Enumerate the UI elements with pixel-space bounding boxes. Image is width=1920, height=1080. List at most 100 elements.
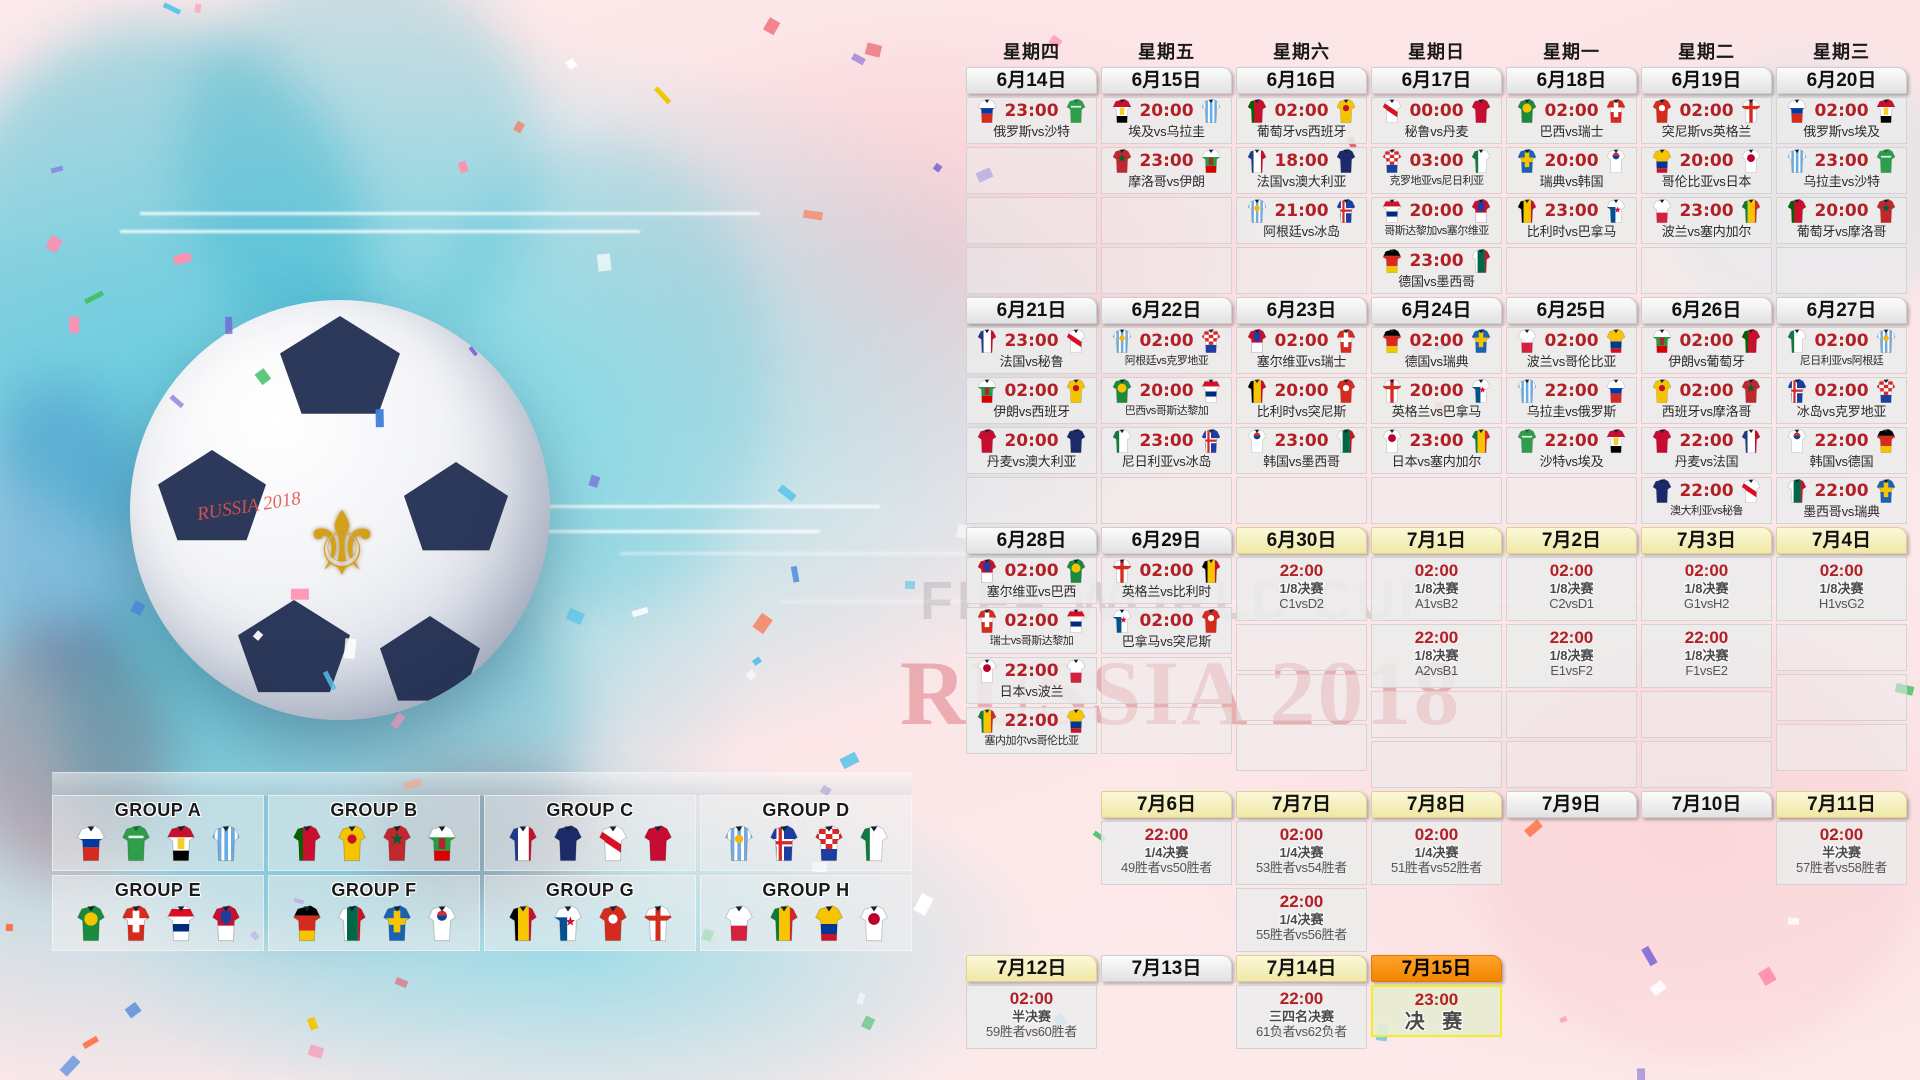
group-match-cell[interactable]: 02:00 伊朗vs西班牙 <box>966 377 1097 424</box>
group-match-cell[interactable]: 02:00 塞尔维亚vs巴西 <box>966 557 1097 604</box>
group-box-a[interactable]: GROUP A <box>52 795 264 871</box>
knockout-match-cell[interactable]: 02:00 1/4决赛 53胜者vs54胜者 <box>1236 821 1367 885</box>
group-match-cell[interactable]: 02:00 尼日利亚vs阿根廷 <box>1776 327 1907 374</box>
group-match-cell[interactable]: 20:00 丹麦vs澳大利亚 <box>966 427 1097 474</box>
date-header[interactable]: 6月24日 <box>1371 297 1502 324</box>
group-match-cell[interactable]: 02:00 俄罗斯vs埃及 <box>1776 97 1907 144</box>
date-header[interactable]: 7月13日 <box>1101 955 1232 982</box>
knockout-match-cell[interactable]: 22:00 1/8决赛 E1vsF2 <box>1506 624 1637 688</box>
date-header[interactable]: 6月30日 <box>1236 527 1367 554</box>
date-header[interactable]: 6月25日 <box>1506 297 1637 324</box>
group-match-cell[interactable]: 23:00 尼日利亚vs冰岛 <box>1101 427 1232 474</box>
date-header[interactable]: 6月14日 <box>966 67 1097 94</box>
knockout-match-cell[interactable]: 02:00 半决赛 59胜者vs60胜者 <box>966 985 1097 1049</box>
group-match-cell[interactable]: 02:00 伊朗vs葡萄牙 <box>1641 327 1772 374</box>
date-header[interactable]: 7月6日 <box>1101 791 1232 818</box>
group-match-cell[interactable]: 02:00 葡萄牙vs西班牙 <box>1236 97 1367 144</box>
group-box-f[interactable]: GROUP F <box>268 875 480 951</box>
group-match-cell[interactable]: 23:00 波兰vs塞内加尔 <box>1641 197 1772 244</box>
group-match-cell[interactable]: 22:00 澳大利亚vs秘鲁 <box>1641 477 1772 524</box>
group-match-cell[interactable]: 02:00 阿根廷vs克罗地亚 <box>1101 327 1232 374</box>
group-match-cell[interactable]: 22:00 沙特vs埃及 <box>1506 427 1637 474</box>
group-match-cell[interactable]: 23:00 摩洛哥vs伊朗 <box>1101 147 1232 194</box>
date-header[interactable]: 6月15日 <box>1101 67 1232 94</box>
date-header[interactable]: 6月19日 <box>1641 67 1772 94</box>
group-match-cell[interactable]: 02:00 巴西vs瑞士 <box>1506 97 1637 144</box>
group-match-cell[interactable]: 02:00 突尼斯vs英格兰 <box>1641 97 1772 144</box>
group-match-cell[interactable]: 02:00 英格兰vs比利时 <box>1101 557 1232 604</box>
group-match-cell[interactable]: 20:00 葡萄牙vs摩洛哥 <box>1776 197 1907 244</box>
date-header[interactable]: 7月12日 <box>966 955 1097 982</box>
group-match-cell[interactable]: 22:00 韩国vs德国 <box>1776 427 1907 474</box>
group-match-cell[interactable]: 22:00 塞内加尔vs哥伦比亚 <box>966 707 1097 754</box>
date-header[interactable]: 7月7日 <box>1236 791 1367 818</box>
date-header[interactable]: 6月27日 <box>1776 297 1907 324</box>
group-box-c[interactable]: GROUP C <box>484 795 696 871</box>
group-box-g[interactable]: GROUP G <box>484 875 696 951</box>
group-match-cell[interactable]: 02:00 巴拿马vs突尼斯 <box>1101 607 1232 654</box>
knockout-match-cell[interactable]: 22:00 1/4决赛 49胜者vs50胜者 <box>1101 821 1232 885</box>
date-header[interactable]: 6月28日 <box>966 527 1097 554</box>
knockout-match-cell[interactable]: 02:00 1/4决赛 51胜者vs52胜者 <box>1371 821 1502 885</box>
group-match-cell[interactable]: 00:00 秘鲁vs丹麦 <box>1371 97 1502 144</box>
date-header[interactable]: 7月11日 <box>1776 791 1907 818</box>
group-match-cell[interactable]: 02:00 瑞士vs哥斯达黎加 <box>966 607 1097 654</box>
group-match-cell[interactable]: 20:00 瑞典vs韩国 <box>1506 147 1637 194</box>
date-header[interactable]: 6月16日 <box>1236 67 1367 94</box>
group-match-cell[interactable]: 23:00 德国vs墨西哥 <box>1371 247 1502 294</box>
group-match-cell[interactable]: 22:00 墨西哥vs瑞典 <box>1776 477 1907 524</box>
date-header[interactable]: 7月8日 <box>1371 791 1502 818</box>
knockout-match-cell[interactable]: 22:00 三四名决赛 61负者vs62负者 <box>1236 985 1367 1049</box>
group-match-cell[interactable]: 20:00 埃及vs乌拉圭 <box>1101 97 1232 144</box>
date-header[interactable]: 6月17日 <box>1371 67 1502 94</box>
date-header[interactable]: 7月14日 <box>1236 955 1367 982</box>
date-header[interactable]: 6月20日 <box>1776 67 1907 94</box>
group-match-cell[interactable]: 23:00 日本vs塞内加尔 <box>1371 427 1502 474</box>
group-box-b[interactable]: GROUP B <box>268 795 480 871</box>
group-match-cell[interactable]: 02:00 波兰vs哥伦比亚 <box>1506 327 1637 374</box>
date-header[interactable]: 7月15日 <box>1371 955 1502 982</box>
group-box-d[interactable]: GROUP D <box>700 795 912 871</box>
group-match-cell[interactable]: 22:00 乌拉圭vs俄罗斯 <box>1506 377 1637 424</box>
group-match-cell[interactable]: 22:00 日本vs波兰 <box>966 657 1097 704</box>
group-match-cell[interactable]: 23:00 韩国vs墨西哥 <box>1236 427 1367 474</box>
group-box-h[interactable]: GROUP H <box>700 875 912 951</box>
knockout-match-cell[interactable]: 22:00 1/8决赛 A2vsB1 <box>1371 624 1502 688</box>
group-match-cell[interactable]: 20:00 哥伦比亚vs日本 <box>1641 147 1772 194</box>
knockout-match-cell[interactable]: 02:00 1/8决赛 C2vsD1 <box>1506 557 1637 621</box>
group-match-cell[interactable]: 21:00 阿根廷vs冰岛 <box>1236 197 1367 244</box>
group-match-cell[interactable]: 23:00 俄罗斯vs沙特 <box>966 97 1097 144</box>
knockout-match-cell[interactable]: 02:00 1/8决赛 A1vsB2 <box>1371 557 1502 621</box>
group-match-cell[interactable]: 20:00 比利时vs突尼斯 <box>1236 377 1367 424</box>
group-match-cell[interactable]: 23:00 比利时vs巴拿马 <box>1506 197 1637 244</box>
date-header[interactable]: 7月9日 <box>1506 791 1637 818</box>
knockout-match-cell[interactable]: 02:00 1/8决赛 H1vsG2 <box>1776 557 1907 621</box>
group-match-cell[interactable]: 02:00 德国vs瑞典 <box>1371 327 1502 374</box>
date-header[interactable]: 7月10日 <box>1641 791 1772 818</box>
group-box-e[interactable]: GROUP E <box>52 875 264 951</box>
knockout-match-cell[interactable]: 22:00 1/8决赛 F1vsE2 <box>1641 624 1772 688</box>
date-header[interactable]: 6月23日 <box>1236 297 1367 324</box>
date-header[interactable]: 7月1日 <box>1371 527 1502 554</box>
group-match-cell[interactable]: 18:00 法国vs澳大利亚 <box>1236 147 1367 194</box>
knockout-match-cell[interactable]: 22:00 1/8决赛 C1vsD2 <box>1236 557 1367 621</box>
group-match-cell[interactable]: 22:00 丹麦vs法国 <box>1641 427 1772 474</box>
date-header[interactable]: 6月21日 <box>966 297 1097 324</box>
group-match-cell[interactable]: 23:00 法国vs秘鲁 <box>966 327 1097 374</box>
date-header[interactable]: 6月29日 <box>1101 527 1232 554</box>
group-match-cell[interactable]: 23:00 乌拉圭vs沙特 <box>1776 147 1907 194</box>
date-header[interactable]: 7月2日 <box>1506 527 1637 554</box>
group-match-cell[interactable]: 20:00 巴西vs哥斯达黎加 <box>1101 377 1232 424</box>
group-match-cell[interactable]: 20:00 英格兰vs巴拿马 <box>1371 377 1502 424</box>
date-header[interactable]: 7月3日 <box>1641 527 1772 554</box>
knockout-match-cell[interactable]: 02:00 1/8决赛 G1vsH2 <box>1641 557 1772 621</box>
date-header[interactable]: 6月22日 <box>1101 297 1232 324</box>
group-match-cell[interactable]: 02:00 西班牙vs摩洛哥 <box>1641 377 1772 424</box>
date-header[interactable]: 6月18日 <box>1506 67 1637 94</box>
knockout-match-cell[interactable]: 22:00 1/4决赛 55胜者vs56胜者 <box>1236 888 1367 952</box>
knockout-match-cell[interactable]: 02:00 半决赛 57胜者vs58胜者 <box>1776 821 1907 885</box>
date-header[interactable]: 7月4日 <box>1776 527 1907 554</box>
group-match-cell[interactable]: 02:00 冰岛vs克罗地亚 <box>1776 377 1907 424</box>
group-match-cell[interactable]: 03:00 克罗地亚vs尼日利亚 <box>1371 147 1502 194</box>
group-match-cell[interactable]: 02:00 塞尔维亚vs瑞士 <box>1236 327 1367 374</box>
